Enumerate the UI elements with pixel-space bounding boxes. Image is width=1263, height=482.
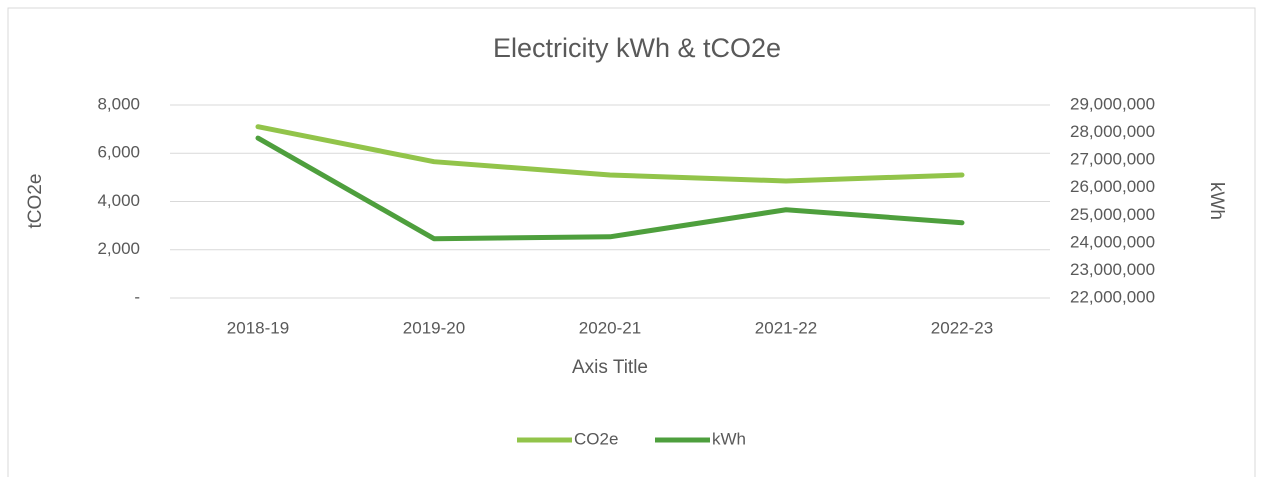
y2-tick-label: 29,000,000 <box>1070 94 1155 113</box>
y-tick-label: 4,000 <box>97 191 140 210</box>
y-tick-label: 8,000 <box>97 94 140 113</box>
x-axis-title: Axis Title <box>572 357 648 378</box>
y-tick-label: - <box>134 287 140 306</box>
x-tick-label: 2020-21 <box>579 318 641 337</box>
chart-border <box>7 7 1256 479</box>
line-series <box>255 135 965 242</box>
y-tick-label: 6,000 <box>97 143 140 162</box>
y2-axis-title: kWh <box>1206 182 1227 220</box>
y-axis-title: tCO2e <box>25 174 46 229</box>
x-tick-label: 2022-23 <box>931 318 993 337</box>
y2-tick-label: 24,000,000 <box>1070 232 1155 251</box>
x-tick-label: 2018-19 <box>227 318 289 337</box>
x-tick-label: 2021-22 <box>755 318 817 337</box>
legend-label: CO2e <box>574 429 618 448</box>
y-tick-label: 2,000 <box>97 239 140 258</box>
line-series <box>255 124 965 184</box>
y2-tick-label: 25,000,000 <box>1070 205 1155 224</box>
y2-tick-label: 26,000,000 <box>1070 177 1155 196</box>
y2-tick-label: 27,000,000 <box>1070 150 1155 169</box>
x-tick-label: 2019-20 <box>403 318 465 337</box>
y2-tick-label: 23,000,000 <box>1070 260 1155 279</box>
y2-tick-label: 22,000,000 <box>1070 287 1155 306</box>
chart-title: Electricity kWh & tCO2e <box>493 33 781 63</box>
legend-label: kWh <box>712 429 746 448</box>
y2-tick-label: 28,000,000 <box>1070 122 1155 141</box>
